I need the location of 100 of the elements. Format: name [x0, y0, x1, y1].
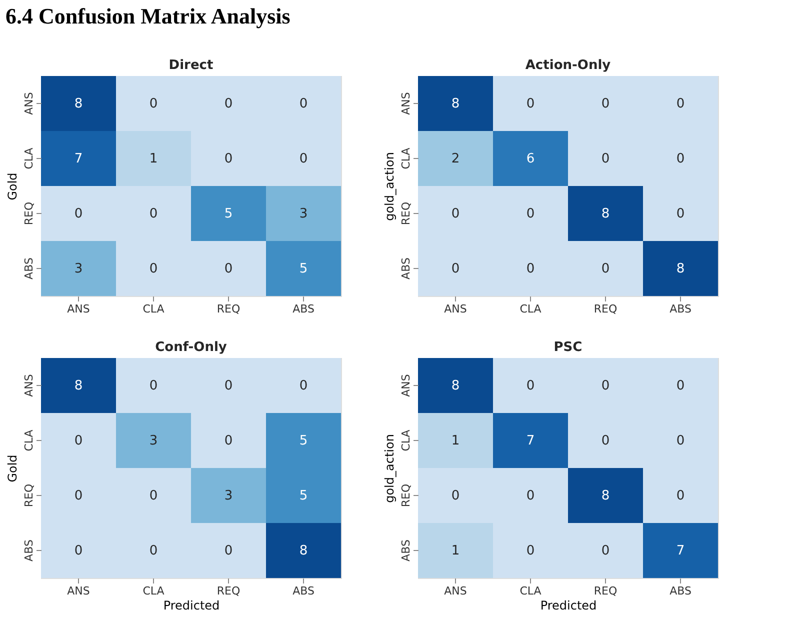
data-label: 0 — [676, 206, 685, 222]
y-axis-title: Gold — [6, 454, 20, 482]
y-tick-label: REQ — [22, 484, 36, 508]
y-axis-title: gold_action — [382, 152, 396, 221]
chart-title: PSC — [554, 340, 582, 355]
data-label: 0 — [601, 262, 610, 276]
data-label: 5 — [299, 434, 308, 448]
x-tick-label: ANS — [67, 584, 90, 598]
x-tick-label: ANS — [67, 302, 90, 316]
data-label: 8 — [676, 262, 685, 276]
data-label: 0 — [601, 378, 610, 394]
data-label: 0 — [526, 96, 535, 112]
data-label: 5 — [224, 206, 233, 222]
data-label: 0 — [74, 206, 83, 222]
data-label: 8 — [601, 206, 610, 222]
data-label: 0 — [299, 96, 308, 112]
data-label: 0 — [526, 488, 535, 504]
y-tick-label: ABS — [22, 540, 36, 562]
data-label: 0 — [676, 378, 685, 394]
data-label: 7 — [526, 434, 535, 448]
x-tick-label: ABS — [670, 584, 692, 598]
x-tick-label: ANS — [444, 302, 467, 316]
data-label: 0 — [601, 434, 610, 448]
data-label: 0 — [224, 544, 233, 558]
data-label: 0 — [601, 544, 610, 558]
data-label: 0 — [149, 206, 158, 222]
data-label: 0 — [601, 96, 610, 112]
y-tick-label: CLA — [22, 429, 36, 452]
data-label: 0 — [74, 488, 83, 504]
data-label: 0 — [149, 262, 158, 276]
y-tick-label: ABS — [22, 258, 36, 280]
data-label: 0 — [149, 544, 158, 558]
y-tick-label: REQ — [400, 202, 412, 226]
y-tick-label: ANS — [22, 374, 36, 397]
data-label: 3 — [224, 488, 233, 504]
data-label: 0 — [451, 488, 460, 504]
data-label: 3 — [149, 434, 158, 448]
data-label: 2 — [451, 152, 460, 166]
x-tick-label: CLA — [520, 584, 542, 598]
data-label: 1 — [149, 152, 158, 166]
data-label: 0 — [676, 96, 685, 112]
y-tick-label: CLA — [22, 147, 36, 170]
x-tick-label: REQ — [594, 302, 618, 316]
data-label: 0 — [224, 434, 233, 448]
y-tick-label: ANS — [400, 374, 412, 397]
data-label: 7 — [74, 152, 83, 166]
y-tick-label: ABS — [400, 540, 412, 562]
data-label: 0 — [149, 96, 158, 112]
data-label: 0 — [526, 378, 535, 394]
data-label: 8 — [451, 96, 460, 112]
data-label: 0 — [526, 262, 535, 276]
x-tick-label: REQ — [594, 584, 618, 598]
y-tick-label: REQ — [400, 484, 412, 508]
data-label: 0 — [451, 262, 460, 276]
data-label: 0 — [299, 152, 308, 166]
data-label: 0 — [224, 378, 233, 394]
x-tick-label: ABS — [292, 302, 314, 316]
data-label: 0 — [224, 96, 233, 112]
y-tick-label: CLA — [400, 429, 412, 452]
y-tick-label: ANS — [22, 92, 36, 115]
data-label: 0 — [451, 206, 460, 222]
data-label: 6 — [526, 152, 535, 166]
x-tick-label: ANS — [444, 584, 467, 598]
data-label: 8 — [451, 378, 460, 394]
y-tick-label: CLA — [400, 147, 412, 170]
data-label: 0 — [224, 262, 233, 276]
chart-title: Conf-Only — [155, 340, 228, 355]
data-label: 7 — [676, 544, 685, 558]
data-label: 0 — [676, 152, 685, 166]
y-tick-label: ABS — [400, 258, 412, 280]
data-label: 0 — [526, 206, 535, 222]
data-label: 1 — [451, 434, 460, 448]
y-tick-label: REQ — [22, 202, 36, 226]
data-label: 3 — [299, 206, 308, 222]
chart-title: Direct — [168, 58, 214, 73]
x-tick-label: CLA — [142, 302, 165, 316]
data-label: 0 — [676, 434, 685, 448]
data-label: 3 — [74, 262, 83, 276]
x-tick-label: ABS — [292, 584, 314, 598]
data-label: 0 — [299, 378, 308, 394]
data-label: 0 — [224, 152, 233, 166]
x-tick-label: ABS — [670, 302, 692, 316]
y-axis-title: Gold — [6, 172, 20, 200]
data-label: 0 — [676, 488, 685, 504]
data-label: 8 — [74, 96, 83, 112]
data-label: 5 — [299, 262, 308, 276]
data-label: 8 — [299, 544, 308, 558]
data-label: 0 — [74, 544, 83, 558]
x-axis-title: Predicted — [540, 598, 597, 612]
data-label: 0 — [526, 544, 535, 558]
data-label: 0 — [149, 488, 158, 504]
text: 6.4 Confusion Matrix Analysis — [6, 4, 291, 28]
chart-title: Action-Only — [525, 58, 612, 73]
data-label: 5 — [299, 488, 308, 504]
data-label: 0 — [149, 378, 158, 394]
y-axis-title: gold_action — [382, 434, 396, 503]
data-label: 8 — [601, 488, 610, 504]
x-tick-label: CLA — [142, 584, 165, 598]
data-label: 0 — [601, 152, 610, 166]
x-tick-label: CLA — [520, 302, 542, 316]
